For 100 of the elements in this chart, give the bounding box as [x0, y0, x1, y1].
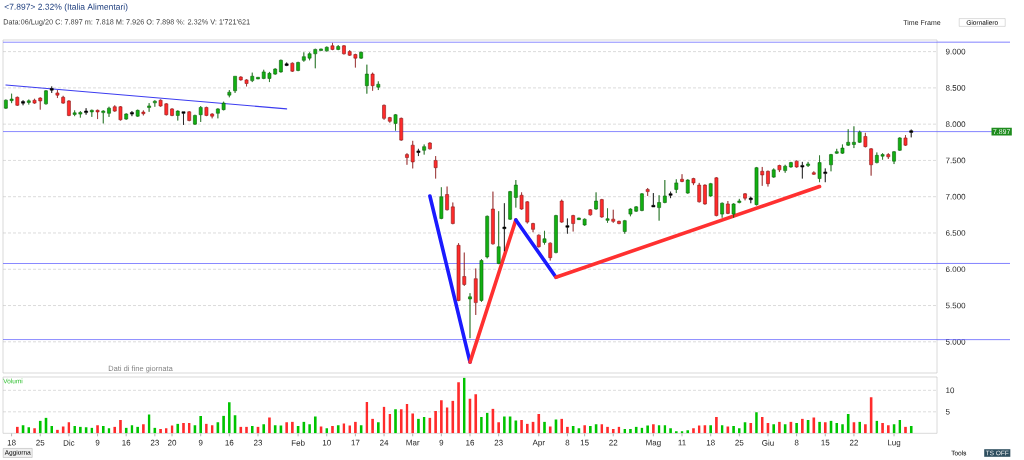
x-tick-label: Lug [888, 439, 901, 447]
candlestick [811, 171, 816, 176]
candlestick [714, 176, 719, 217]
bar [881, 422, 884, 434]
candlestick [559, 199, 564, 224]
bar [182, 422, 185, 434]
candlestick [548, 242, 553, 261]
x-tick-label: 9 [198, 439, 203, 446]
candlestick [227, 89, 232, 98]
y-tick-label: 9.000 [945, 48, 966, 55]
candlestick [645, 187, 650, 197]
candlestick [817, 155, 822, 183]
bar [589, 426, 592, 434]
bar [801, 418, 804, 434]
x-tick-label: 20 [168, 439, 177, 446]
bar [56, 429, 59, 434]
candlestick [256, 76, 260, 80]
candlestick [892, 150, 896, 165]
bar [692, 428, 695, 434]
candlestick [760, 166, 765, 187]
candlestick [147, 102, 151, 113]
candlestick [399, 117, 404, 142]
candlestick [903, 134, 908, 147]
candlestick [777, 164, 782, 173]
candlestick [193, 114, 197, 126]
bar [715, 416, 718, 434]
candlestick [330, 42, 335, 51]
y-tick-label: 7.000 [945, 193, 966, 200]
candlestick [284, 62, 289, 67]
bar [142, 424, 145, 434]
bar [686, 430, 690, 434]
bar [474, 394, 478, 434]
bar [159, 429, 162, 434]
candlestick [468, 292, 472, 339]
candlestick [514, 179, 518, 208]
bar [709, 425, 712, 434]
bar [674, 431, 678, 434]
x-tick-label: 17 [351, 439, 360, 446]
candlestick [766, 170, 770, 187]
candlestick [680, 173, 684, 183]
x-tick-label: 10 [322, 439, 331, 446]
candlestick [416, 148, 421, 157]
candlestick [508, 190, 512, 221]
bar [124, 427, 128, 434]
candlestick [370, 72, 375, 92]
candlestick [324, 46, 329, 52]
candlestick [852, 126, 856, 149]
bar [377, 422, 380, 434]
candlestick [175, 110, 180, 121]
bar [371, 418, 374, 434]
candlestick [49, 86, 54, 94]
candlestick [405, 152, 409, 166]
chart-title: <7.897> 2.32% (Italia Alimentari) [4, 3, 128, 12]
candlestick [611, 209, 616, 224]
candlestick [250, 72, 255, 83]
x-tick-label: 15 [821, 439, 830, 446]
x-tick-label: 18 [706, 439, 715, 446]
candlestick [410, 140, 415, 169]
candlestick [365, 64, 369, 94]
bar [634, 426, 638, 434]
bar [629, 429, 632, 434]
candlestick [806, 161, 810, 168]
bar [336, 425, 340, 434]
candlestick [473, 268, 478, 316]
x-tick-label: Giu [762, 439, 774, 446]
candlestick [897, 136, 902, 152]
candlestick [198, 105, 203, 123]
bar [548, 426, 552, 434]
y-tick-label: 8.500 [945, 85, 966, 91]
bar [823, 422, 827, 434]
candlestick [107, 106, 111, 118]
bar [101, 426, 105, 434]
x-tick-label: 9 [439, 439, 444, 446]
x-tick-label: Feb [291, 439, 305, 446]
candlestick [359, 51, 363, 60]
bar [886, 425, 890, 434]
candlestick [376, 81, 381, 91]
bar [331, 426, 334, 434]
x-tick-label: 23 [150, 439, 159, 446]
bar [136, 426, 139, 434]
candlestick [428, 141, 432, 150]
candlestick [433, 155, 438, 179]
candlestick [783, 164, 788, 174]
x-tick-label: 8 [794, 439, 799, 446]
candlestick [502, 202, 507, 252]
candlestick [622, 219, 627, 234]
x-tick-label: 16 [466, 439, 475, 446]
candlestick [382, 104, 386, 121]
candlestick [571, 214, 575, 232]
candlestick [617, 220, 621, 225]
candlestick [153, 99, 157, 108]
x-tick-label: 24 [380, 439, 389, 446]
candlestick [640, 192, 644, 212]
x-tick-label: 23 [253, 439, 263, 446]
x-tick-label: 22 [849, 439, 858, 446]
x-tick-label: 18 [7, 439, 16, 446]
bar [434, 410, 437, 434]
candlestick [439, 186, 444, 220]
bar [268, 417, 271, 434]
candlestick [685, 178, 690, 195]
